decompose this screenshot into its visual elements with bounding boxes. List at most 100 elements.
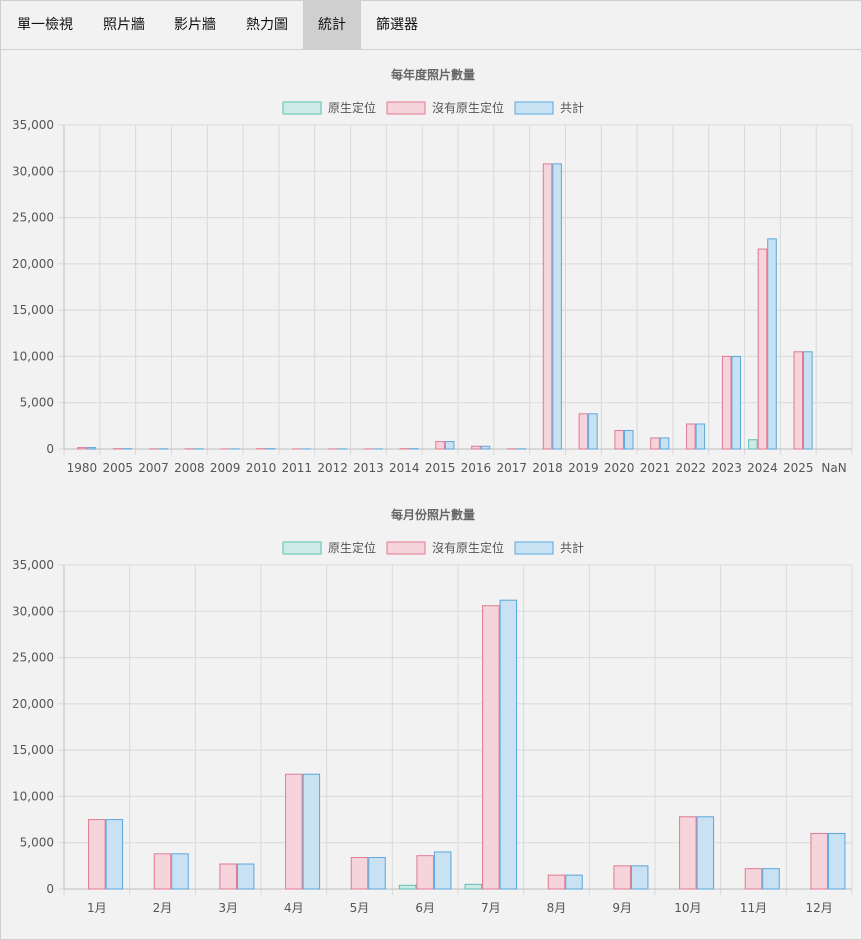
month-chart-legend-label: 沒有原生定位 [432, 540, 504, 555]
year-chart-bar [659, 437, 670, 450]
year-chart-y-tick-label: 0 [46, 442, 54, 456]
year-chart-x-tick-label: 2017 [496, 461, 527, 475]
year-chart-legend-label: 原生定位 [328, 100, 376, 115]
month-chart-x-tick-label: 10月 [674, 901, 701, 915]
month-chart-bar [547, 874, 566, 890]
tab-video-wall[interactable]: 影片牆 [174, 17, 216, 33]
month-chart-x-tick-label: 1月 [87, 901, 107, 915]
year-chart-y-tick-label: 20,000 [12, 257, 54, 271]
month-chart-legend-label: 共計 [560, 540, 584, 555]
month-chart-bar [565, 874, 583, 890]
year-chart-bar [721, 355, 732, 450]
month-chart-x-tick-label: 12月 [806, 901, 833, 915]
year-chart-x-tick-label: 2012 [317, 461, 348, 475]
year-chart-x-tick-label: 2019 [568, 461, 599, 475]
year-chart-title: 每年度照片數量 [391, 67, 475, 82]
month-chart-bar [285, 773, 303, 890]
year-chart-bar [614, 429, 624, 450]
month-chart-bar [88, 819, 106, 890]
month-chart-x-tick-label: 2月 [153, 901, 173, 915]
month-chart-y-tick-label: 35,000 [12, 558, 54, 572]
month-chart-legend-swatch [282, 541, 322, 555]
year-chart-y-tick-label: 5,000 [20, 396, 54, 410]
year-chart-bar [623, 429, 634, 450]
year-chart-bar [435, 441, 445, 450]
year-chart-x-tick-label: 2018 [532, 461, 563, 475]
year-chart-legend-swatch [386, 101, 426, 115]
month-chart-bar [398, 884, 417, 890]
year-chart-bar [686, 423, 696, 450]
month-chart-y-tick-label: 15,000 [12, 743, 54, 757]
month-chart-bar [171, 853, 189, 890]
month-chart-x-tick-label: 3月 [218, 901, 238, 915]
year-chart-bar [803, 351, 813, 450]
month-chart-y-tick-label: 5,000 [20, 836, 54, 850]
year-chart-x-tick-label: 2016 [461, 461, 492, 475]
month-chart-x-tick-label: 5月 [350, 901, 370, 915]
year-chart-x-tick-label: 2014 [389, 461, 420, 475]
month-chart-y-tick-label: 30,000 [12, 604, 54, 618]
month-chart-bar [762, 868, 780, 890]
tab-statistics[interactable]: 統計 [303, 1, 361, 49]
year-chart-bar [480, 445, 491, 450]
month-chart-x-tick-label: 6月 [415, 901, 435, 915]
month-chart-y-tick-label: 10,000 [12, 789, 54, 803]
year-chart-bar [552, 163, 562, 450]
year-chart-x-tick-label: 2022 [676, 461, 707, 475]
year-chart-x-tick-label: NaN [821, 461, 846, 475]
month-chart-bar [368, 857, 386, 890]
month-chart-bar [236, 863, 255, 890]
year-chart-bar [748, 439, 758, 450]
year-chart-bar [542, 163, 553, 450]
year-chart-x-tick-label: 2015 [425, 461, 456, 475]
year-chart-legend-swatch [282, 101, 322, 115]
year-chart-x-tick-label: 1980 [67, 461, 98, 475]
year-chart-bar [650, 437, 660, 450]
month-chart-x-tick-label: 11月 [740, 901, 767, 915]
tab-bar: 單一檢視 照片牆 影片牆 熱力圖 統計 篩選器 [1, 1, 861, 50]
year-chart-x-tick-label: 2013 [353, 461, 384, 475]
year-chart-y-tick-label: 10,000 [12, 349, 54, 363]
month-chart-legend-label: 原生定位 [328, 540, 376, 555]
month-chart-legend-swatch [386, 541, 426, 555]
month-chart-bar [630, 865, 649, 890]
month-chart-x-tick-label: 8月 [547, 901, 567, 915]
month-chart-y-tick-label: 0 [46, 882, 54, 896]
month-chart-bar [153, 853, 172, 890]
month-chart-bar [499, 599, 518, 890]
month-chart-bar [696, 816, 715, 890]
year-chart-y-tick-label: 15,000 [12, 303, 54, 317]
year-chart-bar [86, 447, 97, 450]
month-chart-title: 每月份照片數量 [391, 507, 475, 522]
year-chart-x-tick-label: 2008 [174, 461, 205, 475]
year-chart-bar [731, 355, 741, 450]
tab-photo-wall[interactable]: 照片牆 [103, 17, 145, 33]
tab-heatmap[interactable]: 熱力圖 [246, 17, 288, 33]
year-chart-x-tick-label: 2009 [210, 461, 241, 475]
month-chart-bar [219, 863, 237, 890]
year-chart-x-tick-label: 2010 [246, 461, 277, 475]
tab-single-view[interactable]: 單一檢視 [17, 17, 73, 33]
tab-filter[interactable]: 篩選器 [376, 17, 418, 33]
year-chart-bar [793, 351, 804, 450]
month-chart-bar [744, 868, 763, 890]
year-chart-bar [695, 423, 706, 450]
month-chart-bar [810, 832, 828, 890]
month-chart-bar [482, 605, 500, 890]
year-chart-x-tick-label: 2020 [604, 461, 635, 475]
year-chart-x-tick-label: 2024 [747, 461, 778, 475]
year-chart-legend-label: 沒有原生定位 [432, 100, 504, 115]
month-chart-x-tick-label: 9月 [612, 901, 632, 915]
year-chart-x-tick-label: 2005 [102, 461, 133, 475]
month-chart-bar [464, 883, 483, 890]
year-chart-y-tick-label: 30,000 [12, 164, 54, 178]
month-chart-y-tick-label: 25,000 [12, 651, 54, 665]
year-chart-x-tick-label: 2011 [282, 461, 313, 475]
month-chart-bar [827, 832, 846, 890]
month-chart-bar [613, 865, 631, 890]
month-chart-legend-swatch [514, 541, 554, 555]
month-chart-bar [105, 819, 124, 890]
month-chart-y-tick-label: 20,000 [12, 697, 54, 711]
